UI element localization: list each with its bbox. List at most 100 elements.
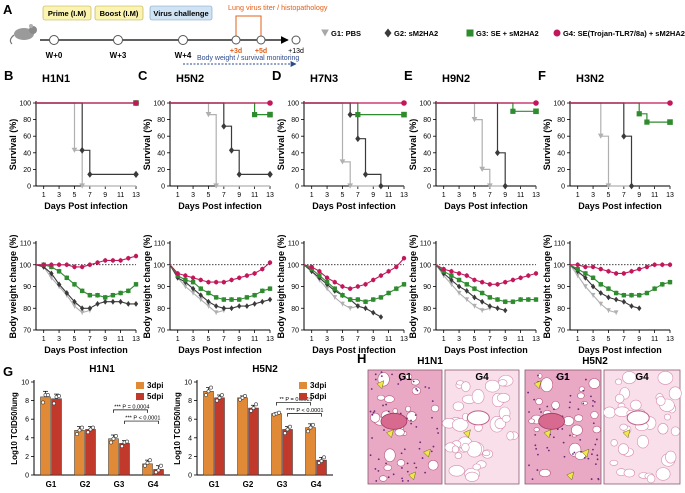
nucleus (383, 429, 385, 431)
survival-marker-g2 (228, 146, 235, 154)
y-tick-label: 40 (423, 150, 431, 157)
weight-point-g1 (332, 295, 338, 300)
legend-swatch-3dpi (299, 382, 307, 389)
x-tick-label: 7 (356, 336, 360, 343)
nucleus (534, 444, 537, 447)
weight-point-g3 (198, 286, 203, 291)
alveolar-space (657, 423, 669, 435)
weight-point-g4 (394, 264, 399, 270)
alveolar-space (590, 411, 599, 419)
data-point (125, 439, 129, 444)
y-tick-label: 70 (23, 328, 31, 335)
weight-point-g3 (590, 275, 596, 280)
weight-point-g2 (198, 292, 203, 299)
x-tick-label: 1 (42, 192, 46, 199)
x-tick-label: 5 (207, 336, 211, 343)
weight-point-g1 (448, 282, 454, 287)
alveolar-space (451, 445, 459, 454)
legend-label-3: G3: SE + sM2HA2 (476, 29, 539, 38)
weight-point-g3 (583, 271, 588, 276)
alveolar-space (533, 427, 540, 432)
data-point (75, 432, 79, 436)
weight-point-g4 (332, 279, 337, 285)
alveolar-space (427, 459, 439, 471)
nucleus (546, 405, 549, 408)
alveolar-space (394, 428, 405, 437)
alveolar-space (506, 431, 515, 441)
weight-point-g2 (503, 307, 508, 314)
weight-point-g3 (613, 290, 619, 296)
w4-marker (178, 35, 188, 45)
alveolar-space (383, 464, 392, 471)
alveolar-space (646, 474, 656, 484)
weight-point-g3 (479, 290, 485, 296)
arrowhead-marker (543, 429, 552, 439)
x-tick-label: 9 (503, 336, 507, 343)
bar-5dpi-g3 (282, 429, 293, 476)
alveolar-space (571, 424, 583, 436)
nucleus (406, 462, 409, 465)
survival-marker-g2 (628, 182, 635, 190)
survival-end-marker-g3 (267, 111, 273, 118)
alveolar-space (592, 425, 601, 434)
alveolar-space (551, 400, 560, 410)
x-axis-title: Days Post infection (178, 345, 262, 355)
weight-point-g2 (355, 303, 361, 309)
nucleus (374, 468, 377, 470)
nucleus (552, 436, 555, 439)
weight-point-g4 (260, 266, 265, 272)
data-point (52, 401, 56, 406)
survival-line-g2 (436, 102, 536, 187)
weight-point-g3 (518, 297, 523, 302)
d13-label: +13d (288, 48, 304, 55)
x-tick-label: 13 (132, 192, 140, 199)
survival-marker-g2 (221, 122, 227, 130)
significance-label: *** P = 0.0004 (114, 404, 149, 410)
x-tick-label: 11 (251, 192, 258, 199)
legend-swatch-3dpi (136, 382, 144, 389)
y-axis-title: Log10 TCID50/lung (10, 392, 19, 465)
chart-title: H5N2 (252, 364, 278, 375)
y-tick-label: 70 (423, 328, 431, 335)
prime-label: Prime (I.M) (48, 9, 87, 18)
x-tick-label: 9 (237, 336, 241, 343)
alveolar-space (411, 386, 421, 395)
nucleus (573, 451, 576, 454)
w0-marker (49, 35, 59, 45)
y-tick-label: 2 (25, 454, 29, 461)
arrowhead-marker (376, 380, 385, 390)
alveolar-space (623, 468, 636, 478)
y-tick-label: 100 (153, 262, 165, 269)
nucleus (387, 410, 390, 413)
survival-marker-g3 (644, 119, 650, 125)
weight-point-g2 (252, 301, 257, 307)
data-point (204, 393, 208, 397)
y-axis-title: Body weight change (%) (276, 234, 286, 338)
bar-3dpi-g3 (108, 438, 119, 476)
legend-label-3dpi: 3dpi (147, 381, 163, 390)
survival-marker-g2 (236, 171, 242, 178)
data-point (143, 463, 147, 468)
weight-point-g2 (629, 303, 634, 309)
x-tick-label: 11 (385, 192, 392, 199)
weight-line-g2 (435, 264, 506, 311)
y-tick-label: 0 (161, 184, 165, 191)
arrowhead-marker (581, 448, 590, 458)
weight-point-g3 (472, 286, 477, 291)
y-tick-label: 90 (157, 284, 165, 291)
y-tick-label: 90 (23, 284, 31, 291)
x-tick-label: 7 (222, 192, 226, 199)
weight-point-g3 (260, 288, 265, 294)
y-tick-label: 10 (21, 380, 29, 387)
weight-point-g4 (347, 286, 353, 291)
d3-label: +3d (230, 48, 242, 55)
weight-point-g3 (206, 290, 211, 296)
nucleus (591, 405, 594, 407)
y-tick-label: 110 (420, 241, 431, 248)
x-tick-label: 5 (341, 192, 345, 199)
weight-point-g4 (41, 262, 46, 267)
x-tick-label: 11 (651, 192, 658, 199)
data-point (317, 461, 321, 465)
survival-marker-g3 (355, 112, 361, 118)
weight-point-g2 (87, 305, 93, 312)
